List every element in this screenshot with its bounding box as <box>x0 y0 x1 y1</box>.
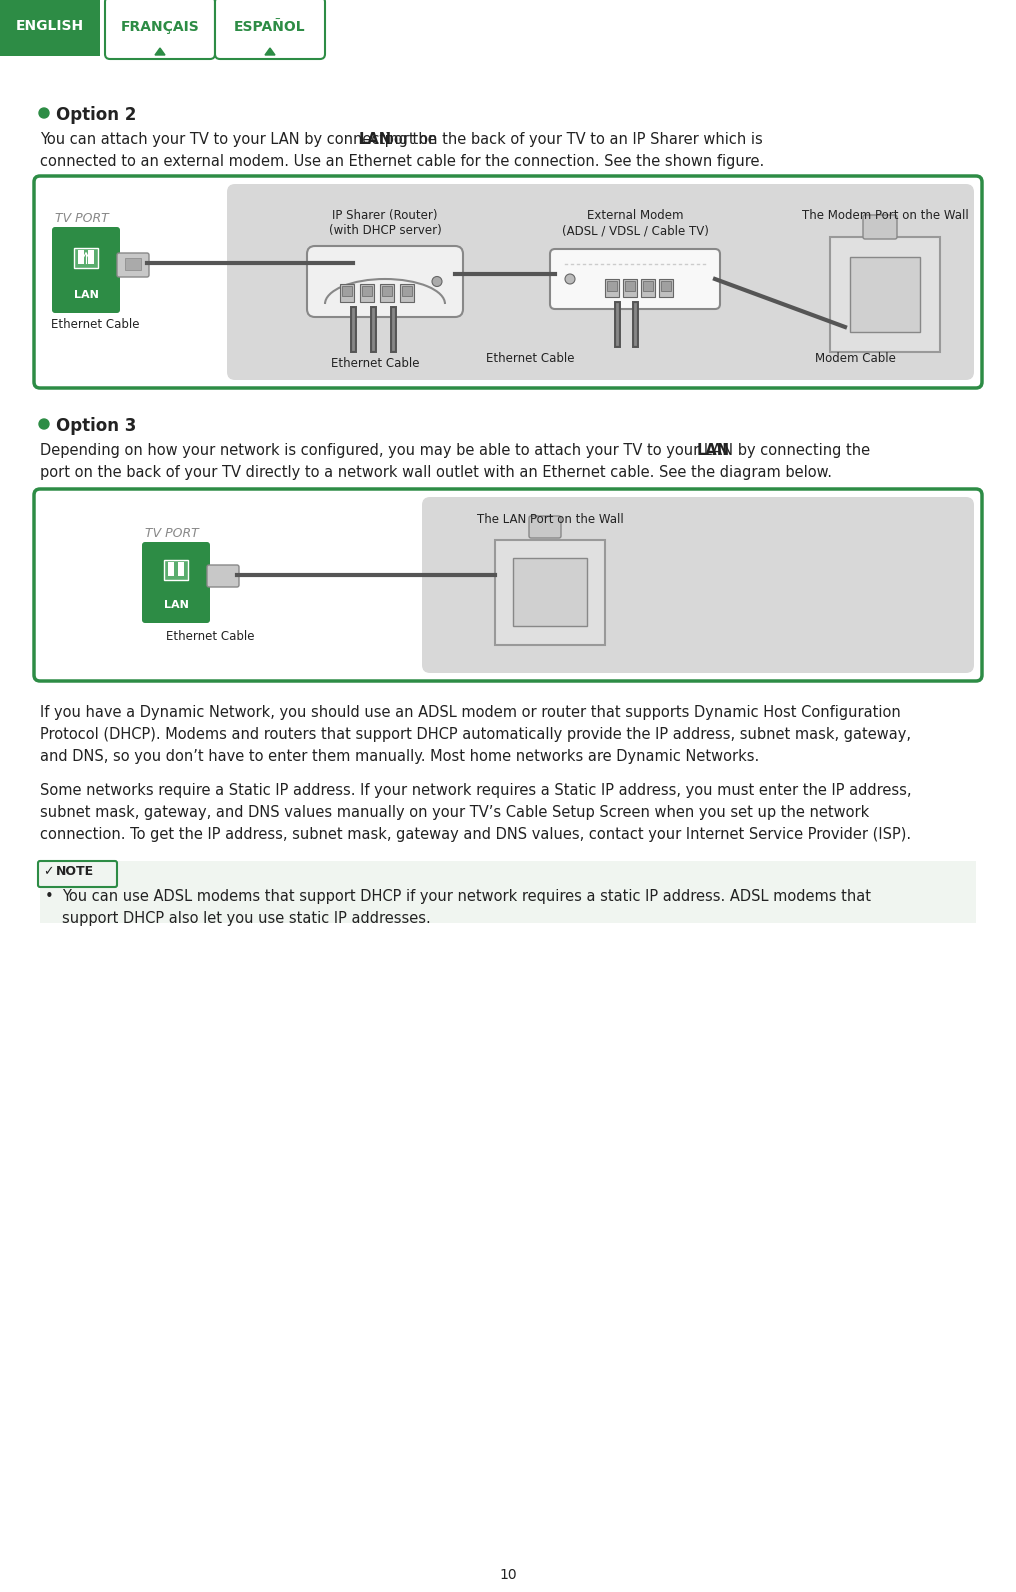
Text: NOTE: NOTE <box>56 864 94 879</box>
Text: IP Sharer (Router): IP Sharer (Router) <box>332 209 438 221</box>
Bar <box>380 283 394 302</box>
Text: ESPAÑOL: ESPAÑOL <box>234 21 306 33</box>
FancyBboxPatch shape <box>38 861 117 887</box>
Text: FRANÇAIS: FRANÇAIS <box>121 21 199 33</box>
Text: You can attach your TV to your LAN by connecting the: You can attach your TV to your LAN by co… <box>40 132 441 146</box>
Text: You can use ADSL modems that support DHCP if your network requires a static IP a: You can use ADSL modems that support DHC… <box>62 888 871 904</box>
Bar <box>178 562 184 576</box>
Ellipse shape <box>39 108 49 118</box>
Text: TV PORT: TV PORT <box>55 212 109 224</box>
FancyBboxPatch shape <box>117 253 149 277</box>
Text: connected to an external modem. Use an Ethernet cable for the connection. See th: connected to an external modem. Use an E… <box>40 154 764 169</box>
Text: Ethernet Cable: Ethernet Cable <box>166 630 254 643</box>
Text: ✓: ✓ <box>43 864 54 879</box>
Text: (ADSL / VDSL / Cable TV): (ADSL / VDSL / Cable TV) <box>562 224 708 237</box>
Text: The Modem Port on the Wall: The Modem Port on the Wall <box>802 209 968 221</box>
Text: 10: 10 <box>499 1568 517 1582</box>
Bar <box>607 282 617 291</box>
Text: LAN: LAN <box>696 443 729 458</box>
Ellipse shape <box>432 277 442 287</box>
FancyBboxPatch shape <box>215 0 325 59</box>
Bar <box>605 279 619 298</box>
Bar <box>850 256 920 333</box>
FancyBboxPatch shape <box>863 215 897 239</box>
Bar <box>495 540 605 645</box>
Text: The LAN Port on the Wall: The LAN Port on the Wall <box>477 513 624 525</box>
Bar <box>661 282 671 291</box>
Bar <box>74 248 98 267</box>
FancyBboxPatch shape <box>307 247 463 317</box>
Bar <box>643 282 653 291</box>
FancyBboxPatch shape <box>105 0 215 59</box>
Text: LAN: LAN <box>73 290 99 299</box>
Text: support DHCP also let you use static IP addresses.: support DHCP also let you use static IP … <box>62 911 431 927</box>
FancyBboxPatch shape <box>550 248 720 309</box>
Text: subnet mask, gateway, and DNS values manually on your TV’s Cable Setup Screen wh: subnet mask, gateway, and DNS values man… <box>40 806 870 820</box>
Text: If you have a Dynamic Network, you should use an ADSL modem or router that suppo: If you have a Dynamic Network, you shoul… <box>40 705 901 720</box>
Text: (with DHCP server): (with DHCP server) <box>328 224 441 237</box>
Text: Ethernet Cable: Ethernet Cable <box>51 318 139 331</box>
Bar <box>625 282 635 291</box>
Text: Depending on how your network is configured, you may be able to attach your TV t: Depending on how your network is configu… <box>40 443 875 458</box>
Bar <box>623 279 637 298</box>
FancyBboxPatch shape <box>142 541 210 622</box>
FancyBboxPatch shape <box>52 228 120 314</box>
Bar <box>400 283 414 302</box>
Bar <box>0 0 100 56</box>
Text: •: • <box>45 888 54 904</box>
Bar <box>164 560 188 579</box>
Bar <box>88 250 94 264</box>
Text: connection. To get the IP address, subnet mask, gateway and DNS values, contact : connection. To get the IP address, subne… <box>40 826 911 842</box>
FancyBboxPatch shape <box>34 489 982 681</box>
Text: port on the back of your TV directly to a network wall outlet with an Ethernet c: port on the back of your TV directly to … <box>40 465 832 481</box>
Bar <box>40 861 976 923</box>
Text: Ethernet Cable: Ethernet Cable <box>486 352 574 365</box>
Bar <box>659 279 673 298</box>
Ellipse shape <box>565 274 575 283</box>
Bar <box>641 279 655 298</box>
Polygon shape <box>155 48 165 56</box>
Bar <box>830 237 940 352</box>
Text: Option 2: Option 2 <box>56 107 136 124</box>
Text: port on the back of your TV to an IP Sharer which is: port on the back of your TV to an IP Sha… <box>380 132 763 146</box>
Bar <box>513 559 587 626</box>
Text: Modem Cable: Modem Cable <box>815 352 895 365</box>
Bar <box>360 283 374 302</box>
Bar <box>168 562 174 576</box>
Bar <box>340 283 354 302</box>
Text: ENGLISH: ENGLISH <box>16 19 84 33</box>
FancyBboxPatch shape <box>34 177 982 388</box>
Text: LAN: LAN <box>164 600 188 610</box>
Bar <box>78 250 84 264</box>
Text: TV PORT: TV PORT <box>145 527 199 540</box>
Bar <box>362 287 372 296</box>
FancyBboxPatch shape <box>529 516 561 538</box>
Text: Protocol (DHCP). Modems and routers that support DHCP automatically provide the : Protocol (DHCP). Modems and routers that… <box>40 728 911 742</box>
Bar <box>125 258 141 271</box>
Text: LAN: LAN <box>359 132 392 146</box>
Text: Some networks require a Static IP address. If your network requires a Static IP : Some networks require a Static IP addres… <box>40 783 911 798</box>
Bar <box>382 287 392 296</box>
Ellipse shape <box>39 419 49 428</box>
Polygon shape <box>265 48 275 56</box>
Bar <box>402 287 412 296</box>
FancyBboxPatch shape <box>207 565 239 587</box>
Bar <box>342 287 352 296</box>
Text: External Modem: External Modem <box>587 209 683 221</box>
Text: Option 3: Option 3 <box>56 417 136 435</box>
FancyBboxPatch shape <box>422 497 974 673</box>
FancyBboxPatch shape <box>227 185 974 380</box>
Text: Ethernet Cable: Ethernet Cable <box>331 357 420 369</box>
Text: and DNS, so you don’t have to enter them manually. Most home networks are Dynami: and DNS, so you don’t have to enter them… <box>40 748 759 764</box>
